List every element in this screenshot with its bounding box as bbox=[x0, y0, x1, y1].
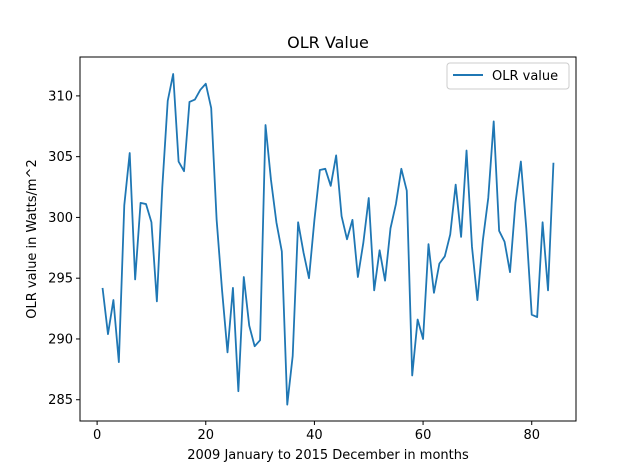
chart-title: OLR Value bbox=[287, 33, 369, 52]
y-tick-label: 310 bbox=[48, 89, 73, 104]
axis-ticks: 0 20 40 60 80 285 290 295 300 305 310 bbox=[48, 89, 540, 443]
y-tick-label: 285 bbox=[48, 393, 73, 408]
legend-label-olr-value: OLR value bbox=[492, 69, 558, 84]
y-tick-label: 295 bbox=[48, 272, 73, 287]
y-tick-label: 300 bbox=[48, 211, 73, 226]
x-tick-label: 20 bbox=[197, 428, 214, 443]
x-tick-label: 0 bbox=[93, 428, 101, 443]
y-axis-label: OLR value in Watts/m^2 bbox=[25, 159, 40, 318]
y-tick-label: 305 bbox=[48, 150, 73, 165]
x-tick-label: 80 bbox=[523, 428, 540, 443]
plot-frame bbox=[79, 56, 577, 422]
y-tick-label: 290 bbox=[48, 332, 73, 347]
x-axis-label: 2009 January to 2015 December in months bbox=[187, 448, 469, 463]
legend: OLR value bbox=[446, 62, 570, 90]
x-tick-label: 60 bbox=[415, 428, 432, 443]
series-line-olr-value bbox=[101, 73, 555, 406]
legend-box bbox=[446, 62, 570, 90]
x-tick-label: 40 bbox=[306, 428, 323, 443]
